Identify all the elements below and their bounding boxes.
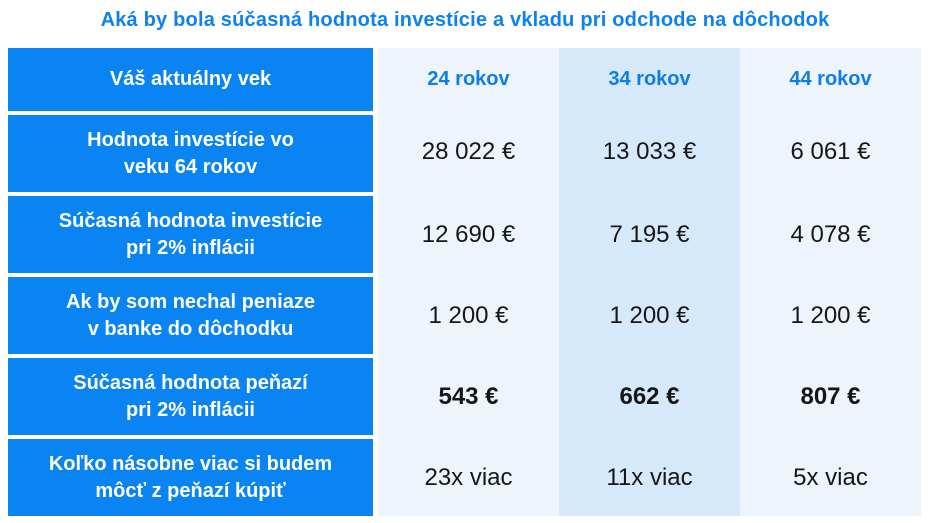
- row-label-investment-value: Hodnota investície vo veku 64 rokov: [8, 115, 373, 192]
- value-cell: 13 033 €: [559, 111, 740, 192]
- value-cell: 6 061 €: [740, 111, 921, 192]
- column-age-24: 24 rokov 28 022 € 12 690 € 1 200 € 543 €…: [378, 48, 559, 516]
- column-age-44: 44 rokov 6 061 € 4 078 € 1 200 € 807 € 5…: [740, 48, 921, 516]
- value-cell: 543 €: [378, 358, 559, 435]
- label-column: Váš aktuálny vek Hodnota investície vo v…: [8, 48, 373, 516]
- row-label-present-value-investment: Súčasná hodnota investície pri 2% inflác…: [8, 196, 373, 273]
- row-label-multiple-more: Koľko násobne viac si budem môcť z peňaz…: [8, 439, 373, 516]
- value-cell: 662 €: [559, 358, 740, 435]
- value-cell: 1 200 €: [378, 277, 559, 354]
- value-cell: 11x viac: [559, 439, 740, 516]
- value-cell: 28 022 €: [378, 111, 559, 192]
- data-area: 24 rokov 28 022 € 12 690 € 1 200 € 543 €…: [378, 48, 921, 516]
- investment-table: Váš aktuálny vek Hodnota investície vo v…: [8, 48, 921, 516]
- value-cell: 5x viac: [740, 439, 921, 516]
- column-header-44: 44 rokov: [740, 48, 921, 111]
- row-label-money-in-bank: Ak by som nechal peniaze v banke do dôch…: [8, 277, 373, 354]
- column-header-34: 34 rokov: [559, 48, 740, 111]
- row-label-present-value-money: Súčasná hodnota peňazí pri 2% inflácii: [8, 358, 373, 435]
- value-cell: 23x viac: [378, 439, 559, 516]
- corner-header-cell: Váš aktuálny vek: [8, 48, 373, 111]
- value-cell: 4 078 €: [740, 196, 921, 273]
- value-cell: 1 200 €: [740, 277, 921, 354]
- value-cell: 12 690 €: [378, 196, 559, 273]
- value-cell: 1 200 €: [559, 277, 740, 354]
- value-cell: 7 195 €: [559, 196, 740, 273]
- value-cell: 807 €: [740, 358, 921, 435]
- page-title: Aká by bola súčasná hodnota investície a…: [100, 9, 830, 31]
- column-header-24: 24 rokov: [378, 48, 559, 111]
- column-age-34: 34 rokov 13 033 € 7 195 € 1 200 € 662 € …: [559, 48, 740, 516]
